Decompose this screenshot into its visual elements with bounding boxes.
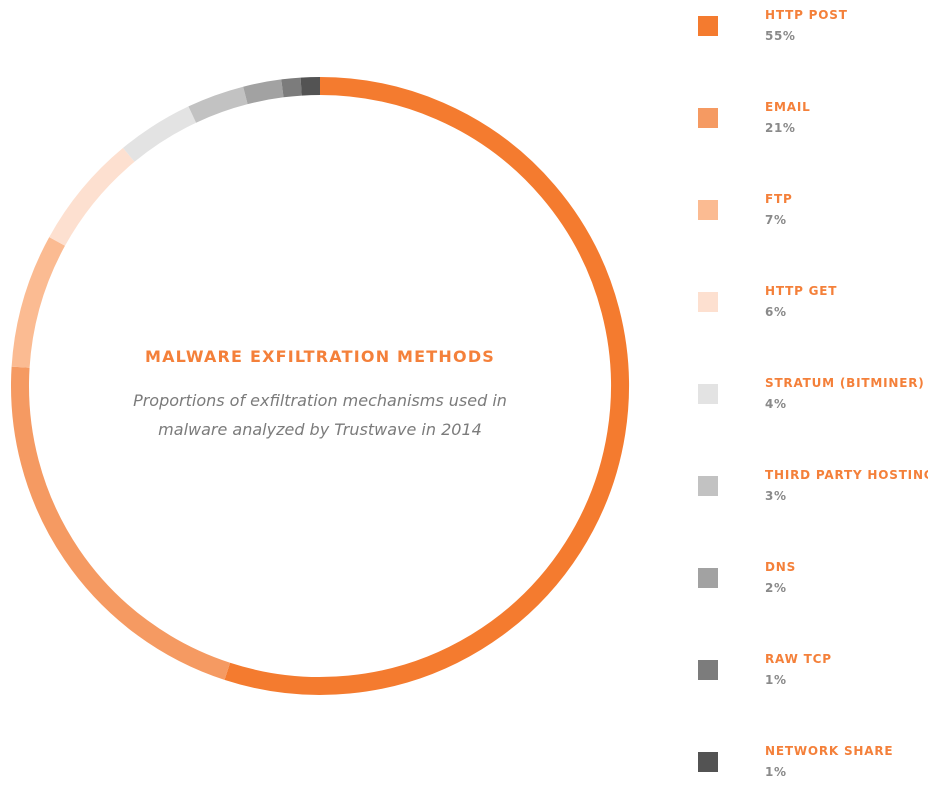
legend-swatch bbox=[698, 108, 718, 128]
legend-label: RAW TCP bbox=[765, 652, 832, 666]
legend-item-dns: DNS 2% bbox=[698, 552, 928, 595]
legend-label: STRATUM (BITMINER) bbox=[765, 376, 925, 390]
legend-value: 1% bbox=[765, 673, 787, 687]
donut-slice-http-post bbox=[224, 77, 629, 695]
legend-swatch bbox=[698, 292, 718, 312]
legend-value: 2% bbox=[765, 581, 787, 595]
legend-value: 4% bbox=[765, 397, 787, 411]
legend-value: 21% bbox=[765, 121, 796, 135]
legend-item-stratum: STRATUM (BITMINER) 4% bbox=[698, 368, 928, 411]
donut-slice-email bbox=[11, 366, 231, 680]
legend-swatch bbox=[698, 200, 718, 220]
legend-item-http-post: HTTP POST 55% bbox=[698, 0, 928, 43]
legend-item-ftp: FTP 7% bbox=[698, 184, 928, 227]
legend-label: DNS bbox=[765, 560, 797, 574]
donut-chart bbox=[11, 77, 629, 695]
legend-item-third-party-hosting: THIRD PARTY HOSTING 3% bbox=[698, 460, 928, 503]
legend-swatch bbox=[698, 384, 718, 404]
legend-value: 55% bbox=[765, 29, 796, 43]
donut-slice-stratum-bitminer bbox=[123, 106, 197, 162]
legend-label: EMAIL bbox=[765, 100, 811, 114]
chart-title: MALWARE EXFILTRATION METHODS bbox=[144, 347, 496, 366]
legend-item-raw-tcp: RAW TCP 1% bbox=[698, 644, 928, 687]
legend-swatch bbox=[698, 568, 718, 588]
legend-label: FTP bbox=[765, 192, 793, 206]
legend-value: 3% bbox=[765, 489, 787, 503]
legend-value: 7% bbox=[765, 213, 787, 227]
legend-value: 1% bbox=[765, 765, 787, 779]
legend-label: THIRD PARTY HOSTING bbox=[765, 468, 928, 482]
donut-slice-ftp bbox=[11, 237, 66, 368]
donut-slice-http-get bbox=[49, 147, 135, 246]
legend-item-email: EMAIL 21% bbox=[698, 92, 928, 135]
chart-subtitle: Proportions of exfiltration mechanisms u… bbox=[133, 391, 507, 439]
legend-item-network-share: NETWORK SHARE 1% bbox=[698, 736, 928, 779]
legend-label: HTTP POST bbox=[765, 8, 848, 22]
legend-label: NETWORK SHARE bbox=[765, 744, 894, 758]
legend-value: 6% bbox=[765, 305, 787, 319]
donut-slice-raw-tcp bbox=[281, 77, 302, 98]
legend-item-http-get: HTTP GET 6% bbox=[698, 276, 928, 319]
legend-swatch bbox=[698, 476, 718, 496]
donut-slice-network-share bbox=[300, 77, 321, 96]
legend-label: HTTP GET bbox=[765, 284, 838, 298]
donut-slice-dns bbox=[243, 79, 284, 105]
legend-swatch bbox=[698, 16, 718, 36]
donut-slice-third-party-hosting bbox=[188, 86, 248, 123]
legend-swatch bbox=[698, 752, 718, 772]
chart-legend: HTTP POST 55% EMAIL 21% FTP 7% HTTP GET … bbox=[698, 0, 928, 790]
legend-swatch bbox=[698, 660, 718, 680]
